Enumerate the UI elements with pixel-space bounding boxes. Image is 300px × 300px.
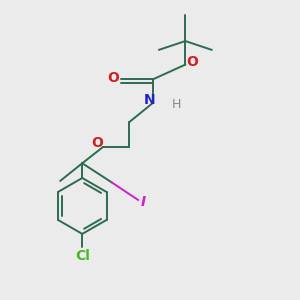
Text: O: O: [107, 71, 119, 85]
Text: O: O: [186, 55, 198, 69]
Text: O: O: [92, 136, 103, 150]
Text: N: N: [144, 93, 156, 107]
Text: I: I: [141, 194, 146, 208]
Text: Cl: Cl: [75, 249, 90, 263]
Text: H: H: [172, 98, 181, 111]
